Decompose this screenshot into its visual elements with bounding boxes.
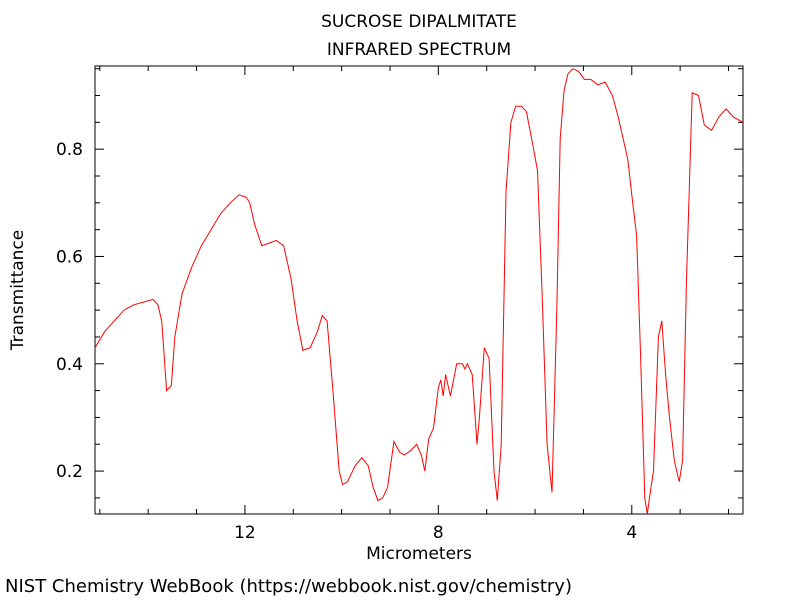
y-tick-label: 0.8: [56, 140, 83, 160]
source-credit: NIST Chemistry WebBook (https://webbook.…: [5, 576, 572, 597]
x-tick-label: 12: [234, 523, 256, 543]
y-tick-label: 0.6: [56, 247, 83, 267]
x-axis-label: Micrometers: [366, 544, 472, 564]
chart-title: SUCROSE DIPALMITATE: [321, 12, 517, 32]
y-axis-label: Transmittance: [8, 229, 28, 351]
plot-frame: [94, 65, 744, 515]
spectrum-line: [94, 68, 744, 515]
x-tick-label: 8: [433, 523, 444, 543]
x-tick-label: 4: [626, 523, 637, 543]
y-tick-label: 0.4: [56, 355, 83, 375]
y-tick-label: 0.2: [56, 462, 83, 482]
chart-subtitle: INFRARED SPECTRUM: [326, 40, 512, 60]
axis-ticks: [95, 66, 743, 514]
axis-tick-labels: 12 8 4 0.2 0.4 0.6 0.8: [56, 140, 637, 543]
